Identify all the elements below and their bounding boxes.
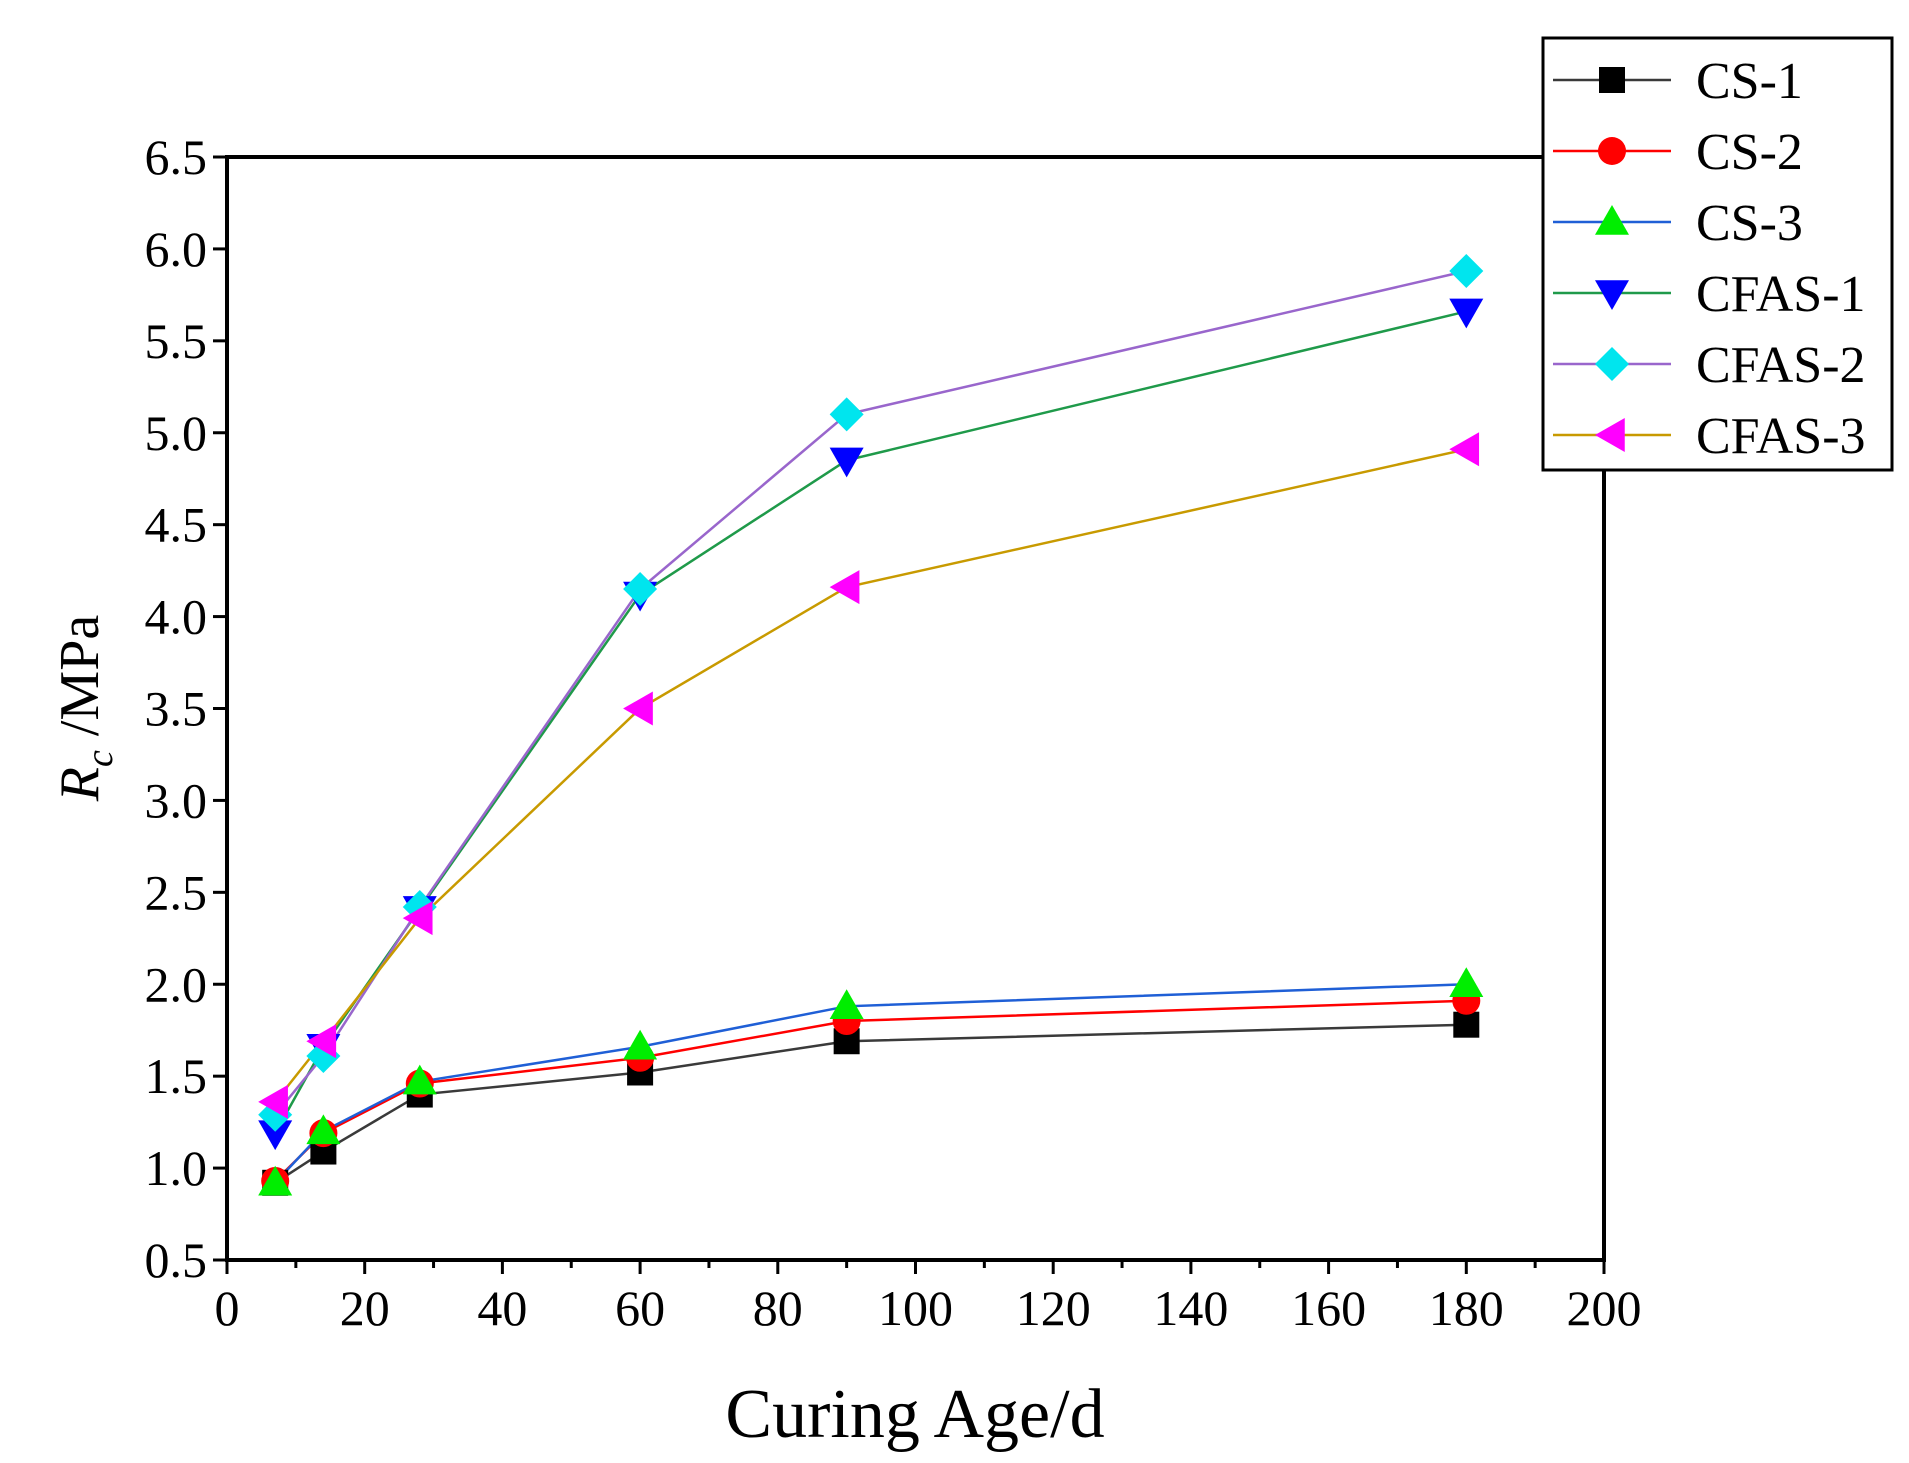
x-axis: 0 20 40 60 80 100 120 140 160 180 200 xyxy=(215,1260,1642,1336)
data-point-cs-3 xyxy=(829,989,864,1020)
x-axis-title: Curing Age/d xyxy=(725,1376,1104,1453)
y-axis-title-unit: /MPa xyxy=(49,615,111,750)
x-tick-label: 120 xyxy=(1016,1280,1091,1336)
data-point-cfas-1 xyxy=(258,1120,293,1151)
x-tick-label: 20 xyxy=(340,1280,390,1336)
data-point-cs-3 xyxy=(402,1064,437,1095)
data-point-cfas-2 xyxy=(1449,253,1484,288)
y-tick-label: 4.0 xyxy=(145,589,208,645)
y-tick-label: 6.5 xyxy=(145,129,208,185)
y-tick-label: 2.5 xyxy=(145,864,208,920)
data-point-cs-3 xyxy=(306,1114,341,1145)
x-tick-label: 160 xyxy=(1291,1280,1366,1336)
y-axis-title-symbol: R xyxy=(49,767,111,802)
legend-label-cs-3: CS-3 xyxy=(1696,195,1803,252)
data-point-cfas-2 xyxy=(829,397,864,432)
legend-marker-cfas-3 xyxy=(1595,418,1625,452)
x-tick-label: 80 xyxy=(753,1280,803,1336)
y-tick-label: 3.5 xyxy=(145,681,208,737)
y-tick-label: 1.0 xyxy=(145,1140,208,1196)
y-axis-title-subscript: c xyxy=(79,750,121,767)
x-tick-label: 200 xyxy=(1567,1280,1642,1336)
y-tick-label: 1.5 xyxy=(145,1048,208,1104)
data-point-cfas-3 xyxy=(306,1024,337,1059)
x-tick-label: 140 xyxy=(1153,1280,1228,1336)
legend-marker-cs-1 xyxy=(1599,67,1625,93)
y-axis-title: Rc /MPa xyxy=(49,615,121,803)
legend-label-cs-2: CS-2 xyxy=(1696,124,1803,181)
data-point-cfas-3 xyxy=(258,1084,288,1119)
x-tick-label: 0 xyxy=(215,1280,240,1336)
legend-marker-cfas-2 xyxy=(1595,347,1629,381)
x-tick-label: 100 xyxy=(878,1280,953,1336)
data-point-cs-3 xyxy=(1449,967,1484,997)
data-point-cfas-3 xyxy=(829,570,860,605)
legend-marker-cfas-1 xyxy=(1595,280,1629,310)
legend-box xyxy=(1541,36,1894,472)
series-line-cfas-2 xyxy=(274,269,1467,1116)
legend-marker-cs-3 xyxy=(1595,205,1629,235)
legend-label-cfas-2: CFAS-2 xyxy=(1696,337,1866,394)
legend-label-cs-1: CS-1 xyxy=(1696,53,1803,110)
y-tick-label: 0.5 xyxy=(145,1232,208,1288)
data-point-cfas-3 xyxy=(402,901,433,936)
y-axis: 0.5 1.0 1.5 2.0 2.5 3.0 3.5 4.0 4.5 5.0 5.5 6.0 6.5 xyxy=(145,129,227,1288)
y-tick-label: 3.0 xyxy=(145,772,208,828)
legend: CS-1 CS-2 CS-3 CFAS-1 CFAS-2 CFAS-3 xyxy=(1541,36,1894,472)
x-tick-label: 40 xyxy=(477,1280,527,1336)
data-point-cfas-2 xyxy=(623,572,658,607)
x-tick-label: 60 xyxy=(615,1280,665,1336)
legend-label-cfas-1: CFAS-1 xyxy=(1696,266,1866,323)
x-tick-label: 180 xyxy=(1429,1280,1504,1336)
series-layer xyxy=(258,253,1484,1196)
data-point-cfas-3 xyxy=(1449,432,1480,467)
legend-label-cfas-3: CFAS-3 xyxy=(1696,408,1866,465)
legend-marker-cs-2 xyxy=(1598,137,1626,165)
data-point-cs-1 xyxy=(1453,1011,1480,1038)
data-point-cfas-3 xyxy=(623,691,653,726)
y-tick-label: 5.0 xyxy=(145,405,208,461)
y-tick-label: 6.0 xyxy=(145,221,208,277)
y-tick-label: 4.5 xyxy=(145,497,208,553)
data-point-cs-3 xyxy=(258,1165,293,1196)
plot-area xyxy=(227,157,1604,1260)
data-point-cfas-1 xyxy=(829,447,864,478)
data-point-cfas-1 xyxy=(1449,298,1484,329)
y-tick-label: 5.5 xyxy=(145,313,208,369)
data-point-cs-3 xyxy=(623,1029,658,1060)
y-tick-label: 2.0 xyxy=(145,956,208,1012)
